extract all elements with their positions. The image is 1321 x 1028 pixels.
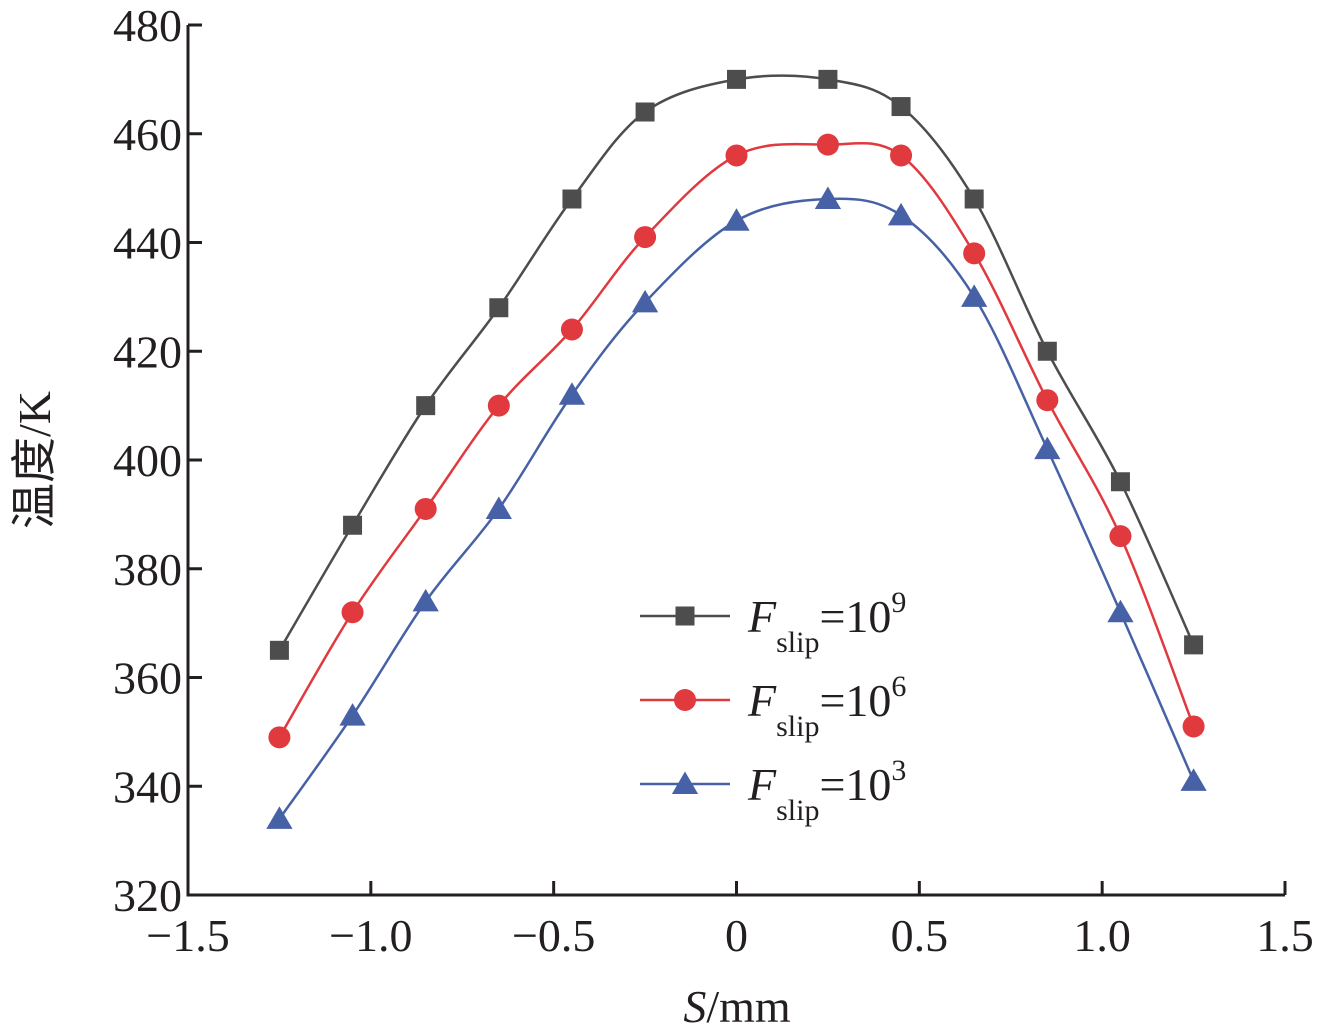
legend-marker: [671, 771, 699, 794]
data-point: [414, 497, 437, 520]
data-point: [961, 284, 988, 307]
x-axis-title: S/mm: [683, 981, 791, 1028]
y-tick-label: 380: [113, 544, 182, 595]
data-point: [266, 806, 293, 829]
legend-marker: [675, 606, 695, 626]
legend-base: =10: [819, 675, 891, 726]
y-tick-label: 480: [113, 0, 182, 51]
data-point: [268, 726, 291, 749]
y-tick-label: 340: [113, 761, 182, 812]
data-point: [634, 226, 657, 249]
legend-variable: F: [747, 675, 777, 726]
data-point: [487, 394, 510, 417]
legend-base: =10: [819, 759, 891, 810]
data-point: [1107, 599, 1134, 623]
legend-marker: [674, 689, 696, 711]
legend-item: Fslip=109: [640, 586, 906, 659]
legend-subscript: slip: [776, 710, 819, 743]
data-point: [1110, 472, 1130, 492]
x-tick-label: −0.5: [512, 910, 595, 961]
data-point: [816, 133, 839, 156]
data-point: [343, 515, 363, 535]
data-point: [631, 289, 659, 313]
data-point: [339, 703, 366, 726]
legend-variable: F: [747, 759, 777, 810]
data-point: [887, 202, 915, 226]
y-tick-label: 400: [113, 435, 182, 486]
legend-subscript: slip: [776, 626, 819, 659]
data-point: [489, 298, 509, 318]
series-2: [268, 133, 1205, 749]
x-tick-label: 0.5: [891, 910, 949, 961]
x-axis-variable: S: [683, 981, 706, 1028]
legend-exponent: 6: [891, 670, 906, 703]
legend-label: Fslip=103: [747, 754, 906, 827]
y-tick-label: 420: [113, 326, 182, 377]
legend-label: Fslip=109: [747, 586, 906, 659]
series-layer: [266, 69, 1207, 829]
data-point: [1034, 436, 1061, 460]
x-tick-label: 1.0: [1073, 910, 1131, 961]
data-point: [485, 496, 512, 519]
data-point: [814, 186, 842, 209]
series-line: [278, 141, 1195, 738]
data-point: [560, 318, 583, 341]
data-point: [725, 144, 748, 167]
y-tick-label: 460: [113, 109, 182, 160]
data-point: [1037, 341, 1057, 361]
data-point: [890, 144, 913, 167]
data-point: [723, 208, 750, 231]
legend-item: Fslip=103: [640, 754, 906, 827]
data-point: [1180, 768, 1207, 791]
legend-subscript: slip: [776, 794, 819, 827]
data-point: [1036, 389, 1059, 412]
data-point: [818, 69, 838, 89]
x-tick-label: −1.0: [329, 910, 412, 961]
legend-item: Fslip=106: [640, 670, 906, 743]
y-axis-title: 温度/K: [9, 391, 60, 529]
legend-base: =10: [819, 591, 891, 642]
y-tick-label: 320: [113, 870, 182, 921]
data-point: [562, 189, 582, 209]
y-tick-label: 360: [113, 653, 182, 704]
data-point: [727, 69, 746, 89]
legend-label: Fslip=106: [747, 670, 906, 743]
data-point: [269, 640, 289, 660]
data-point: [963, 242, 986, 265]
legend-exponent: 9: [891, 586, 906, 619]
legend-exponent: 3: [891, 754, 906, 787]
x-tick-label: −1.5: [146, 910, 229, 961]
data-point: [1184, 635, 1204, 655]
data-point: [412, 588, 439, 612]
data-point: [1109, 525, 1132, 548]
x-axis-unit: /mm: [706, 981, 791, 1028]
x-ticks: −1.5 −1.0 −0.5 0 0.5 1.0 1.5: [146, 881, 1314, 961]
data-point: [635, 102, 655, 122]
data-point: [891, 97, 911, 117]
data-point: [416, 396, 436, 416]
y-tick-label: 440: [113, 218, 182, 269]
series-1: [269, 69, 1204, 660]
x-tick-label: 0: [725, 910, 748, 961]
data-point: [964, 189, 984, 209]
data-point: [558, 382, 586, 405]
data-point: [1182, 715, 1205, 738]
y-ticks: 320 340 360 380 400 420 440 460 480: [113, 0, 202, 921]
data-point: [341, 601, 364, 624]
x-tick-label: 1.5: [1256, 910, 1314, 961]
series-3: [266, 186, 1207, 829]
legend-variable: F: [747, 591, 777, 642]
